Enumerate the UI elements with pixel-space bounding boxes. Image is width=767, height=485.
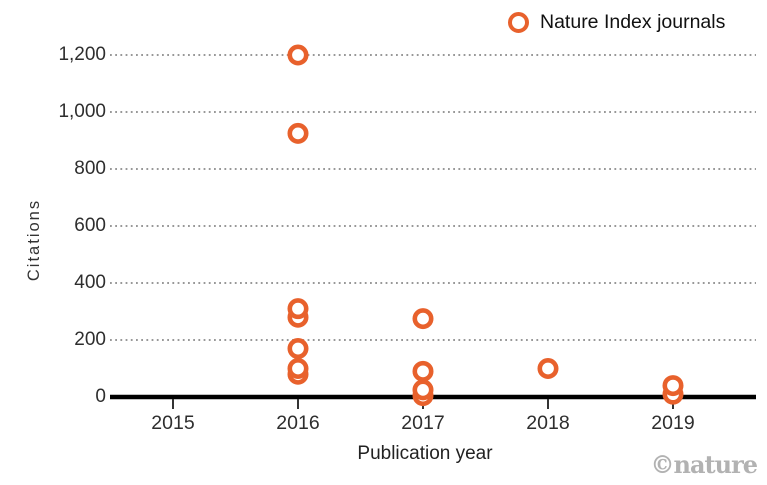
y-tick-label: 1,200 <box>58 44 106 65</box>
y-axis-title: Citations <box>25 198 43 282</box>
y-tick-label: 0 <box>95 386 106 407</box>
data-point <box>287 44 309 66</box>
x-axis-title: Publication year <box>357 443 493 464</box>
x-tick-label: 2015 <box>151 412 195 434</box>
data-point <box>537 357 559 379</box>
nature-logo: ©nature <box>650 450 758 479</box>
data-point <box>412 308 434 330</box>
x-tick-label: 2016 <box>276 412 320 434</box>
open-circle-marker-icon <box>508 12 529 33</box>
data-point <box>412 379 434 401</box>
data-point <box>662 375 684 397</box>
x-tick-label: 2017 <box>401 412 445 434</box>
x-tick-label: 2018 <box>526 412 570 434</box>
data-point <box>287 122 309 144</box>
legend-label: Nature Index journals <box>540 11 726 33</box>
y-tick-label: 800 <box>74 158 106 179</box>
y-tick-label: 400 <box>74 272 106 293</box>
y-tick-label: 200 <box>74 329 106 350</box>
y-tick-label: 600 <box>74 215 106 236</box>
data-point <box>287 357 309 379</box>
data-point <box>287 338 309 360</box>
y-tick-label: 1,000 <box>58 101 106 122</box>
x-tick-label: 2019 <box>651 412 695 434</box>
data-point <box>287 298 309 320</box>
data-point <box>412 360 434 382</box>
legend: Nature Index journals <box>508 11 725 34</box>
